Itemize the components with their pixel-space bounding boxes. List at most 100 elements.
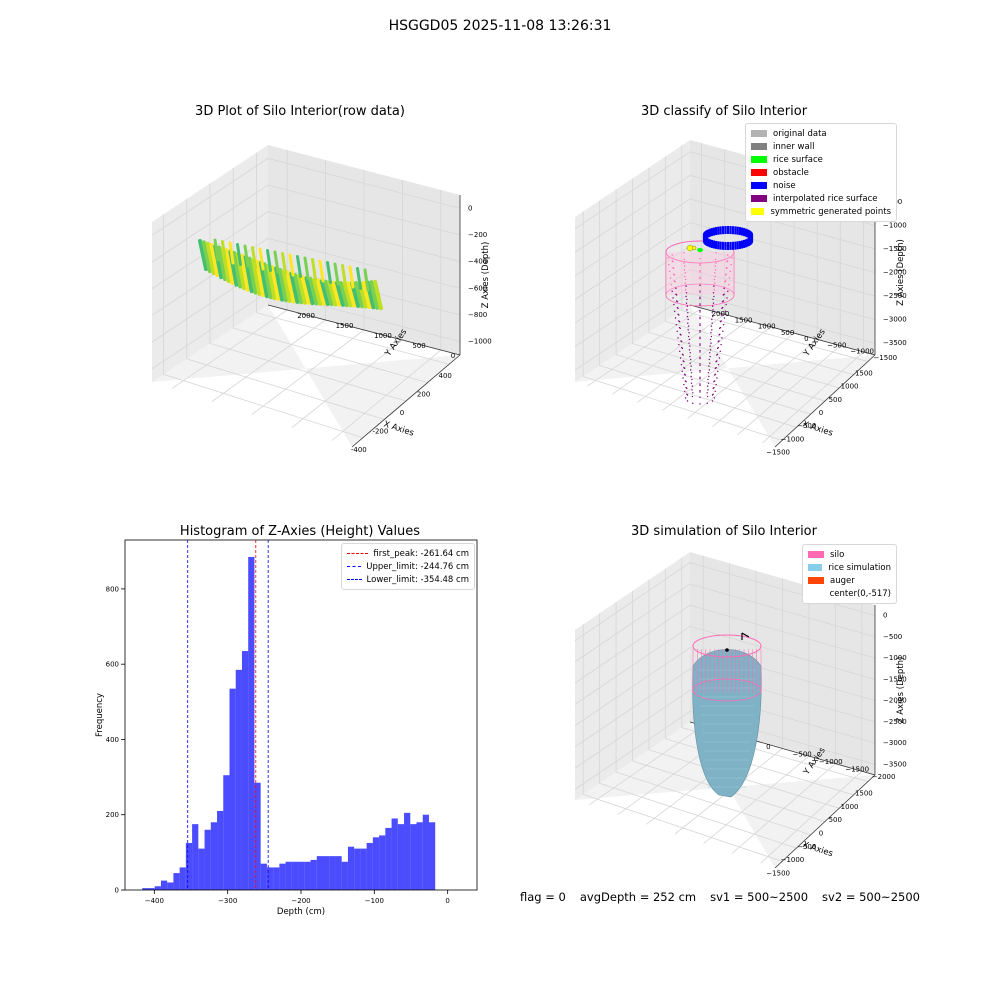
legend-swatch bbox=[751, 130, 767, 137]
hist-bar bbox=[142, 888, 149, 890]
p1-ygrid bbox=[211, 160, 327, 402]
p1-point-strip bbox=[304, 276, 315, 306]
p1-point-strip bbox=[293, 272, 304, 305]
legend-label: symmetric generated points bbox=[770, 206, 891, 217]
p2-x-tick-label: −500 bbox=[797, 422, 816, 430]
p2-noise-points bbox=[702, 226, 754, 250]
p1-z-tick-label: −200 bbox=[468, 231, 487, 239]
p1-y-axis bbox=[267, 304, 461, 356]
hist-bar bbox=[416, 822, 423, 890]
p1-point-strip bbox=[319, 279, 330, 307]
hist-bar bbox=[279, 863, 286, 890]
legend-item: Lower_limit: -354.48 cm bbox=[347, 573, 469, 586]
p1-floor-pane bbox=[152, 305, 460, 447]
p1-point-strip bbox=[243, 244, 250, 268]
legend-item: symmetric generated points bbox=[751, 205, 891, 218]
p1-point-strip bbox=[213, 238, 220, 262]
p1-y-tick-label: 2000 bbox=[297, 312, 315, 320]
hist-bar bbox=[217, 810, 224, 890]
p1-y-tick-label: 500 bbox=[412, 342, 425, 350]
p4-x-tick-label: 0 bbox=[819, 830, 823, 838]
p2-z-tick-label: −1500 bbox=[883, 245, 907, 253]
p4-left-pane bbox=[575, 552, 690, 800]
p1-point-strip bbox=[251, 258, 262, 296]
legend-label: noise bbox=[773, 180, 796, 191]
p4-zgrid bbox=[574, 647, 876, 726]
legend-swatch bbox=[751, 208, 765, 215]
legend-swatch bbox=[751, 195, 767, 202]
p4-x-tick-label: 1000 bbox=[841, 803, 859, 811]
hist-bar bbox=[298, 861, 305, 890]
p4-ygrid bbox=[760, 601, 863, 864]
p4-floor-pane bbox=[575, 722, 875, 868]
p2-y-tick-label: 500 bbox=[781, 329, 794, 337]
p1-point-strip bbox=[363, 268, 370, 292]
p2-silo-fill bbox=[666, 252, 734, 295]
legend-swatch bbox=[808, 590, 824, 597]
p2-x-tick-label: −1500 bbox=[766, 448, 790, 456]
p1-point-strip bbox=[274, 266, 285, 302]
legend-item: noise bbox=[751, 179, 891, 192]
p4-x-tick-label: 1500 bbox=[855, 790, 873, 798]
p4-z-tick-label: −500 bbox=[883, 633, 902, 641]
hist-y-tick-label: 200 bbox=[106, 811, 119, 819]
p1-point-strip bbox=[232, 250, 243, 289]
p1-y-tick-label: 1000 bbox=[374, 332, 392, 340]
p1-xgrid bbox=[163, 214, 363, 439]
p1-z-tick-label: −400 bbox=[468, 258, 487, 266]
hist-bar bbox=[410, 824, 417, 890]
p2-x-axis bbox=[774, 354, 876, 448]
hist-bar bbox=[316, 856, 323, 890]
p1-point-strip bbox=[331, 280, 342, 307]
hist-bar bbox=[379, 835, 386, 890]
p1-point-strip bbox=[205, 241, 216, 276]
p2-z-tick-label: −1000 bbox=[883, 221, 907, 229]
legend-label: auger bbox=[830, 575, 855, 586]
hist-bar bbox=[404, 812, 411, 890]
p1-z-tick-label: 0 bbox=[468, 204, 472, 212]
p1-point-strip bbox=[273, 250, 280, 274]
hist-bar bbox=[210, 822, 218, 890]
hist-bar bbox=[347, 846, 355, 890]
p1-zgrid bbox=[151, 237, 461, 316]
p4-xgrid bbox=[599, 613, 797, 849]
hist-bar bbox=[341, 861, 348, 890]
p4-xgrid bbox=[615, 602, 811, 836]
p1-x-tick-label: 400 bbox=[439, 372, 452, 380]
legend-label: rice simulation bbox=[828, 562, 891, 573]
p1-y-tick-label: 1500 bbox=[336, 322, 354, 330]
p1-point-strip bbox=[356, 267, 362, 290]
p1-point-strip bbox=[198, 239, 208, 271]
hist-bar bbox=[185, 842, 193, 890]
legend-label: interpolated rice surface bbox=[773, 193, 878, 204]
hist-bar bbox=[148, 888, 155, 890]
figure-title: HSGGD05 2025-11-08 13:26:31 bbox=[388, 18, 612, 34]
p4-silo-top bbox=[692, 634, 762, 658]
p1-y-tick-label: 0 bbox=[451, 352, 455, 360]
hist-x-tick-label: −100 bbox=[365, 897, 384, 905]
p1-point-strip bbox=[255, 259, 266, 298]
legend-item: auger bbox=[808, 574, 891, 587]
p2-z-tick-label: −3500 bbox=[883, 339, 907, 347]
p1-point-strip bbox=[217, 245, 228, 282]
p2-y-axis-label: Y Axies bbox=[801, 327, 828, 359]
p1-ygrid bbox=[171, 150, 288, 389]
p1-ygrid bbox=[251, 170, 365, 415]
p1-point-strip bbox=[220, 246, 231, 284]
hist-frame bbox=[124, 539, 478, 891]
legend-label: center(0,-517) bbox=[829, 588, 891, 599]
legend-item: inner wall bbox=[751, 140, 891, 153]
p1-zgrid bbox=[151, 264, 461, 343]
p1-point-strip bbox=[296, 274, 307, 305]
p1-point-strip bbox=[348, 265, 355, 289]
legend-label: obstacle bbox=[773, 167, 809, 178]
legend-item: rice surface bbox=[751, 153, 891, 166]
p4-x-axis bbox=[774, 774, 876, 869]
p1-point-strip bbox=[266, 249, 272, 272]
legend-swatch bbox=[751, 143, 767, 150]
p2-xgrid bbox=[582, 211, 783, 441]
panel2-title: 3D classify of Silo Interior bbox=[640, 104, 808, 119]
p1-point-strip bbox=[341, 264, 347, 287]
p2-silo-bottom bbox=[665, 283, 735, 307]
p4-x-tick-label: −1500 bbox=[766, 869, 790, 877]
